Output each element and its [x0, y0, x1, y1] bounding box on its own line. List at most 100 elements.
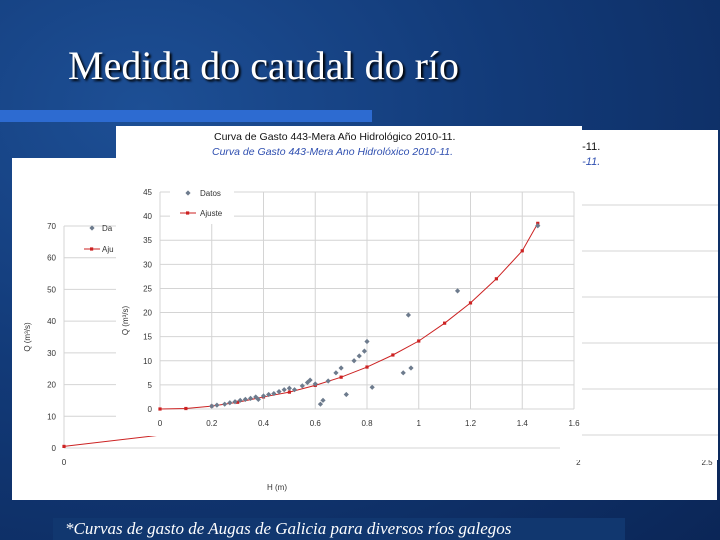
back-legend-marker-datos: [89, 225, 95, 231]
data-point: [343, 391, 349, 398]
data-point: [454, 288, 461, 294]
data-point: [351, 358, 357, 364]
data-point: [325, 378, 331, 384]
y-tick-label: 0: [148, 405, 153, 414]
data-point: [281, 387, 287, 393]
x-tick-label: 0.6: [310, 419, 322, 428]
third-chart-image: 0-11. 0-11.: [560, 130, 718, 460]
y-tick-label: 30: [143, 260, 152, 269]
data-point: [227, 400, 233, 406]
data-point: [333, 370, 339, 376]
legend-label-ajuste: Ajuste: [200, 209, 223, 218]
back-y-axis-label: Q (m³/s): [23, 322, 32, 352]
fit-point: [158, 407, 162, 411]
x-tick-label: 0.2: [206, 419, 218, 428]
legend-label-datos: Datos: [200, 189, 221, 198]
y-tick-label: 45: [143, 188, 152, 197]
back-y-tick-label: 10: [47, 412, 56, 421]
legend-box: [170, 184, 234, 224]
footnote: *Curvas de gasto de Augas de Galicia par…: [53, 518, 625, 540]
legend-marker-ajuste: [186, 211, 190, 215]
y-axis-label: Q (m³/s): [121, 306, 130, 336]
data-point: [369, 384, 375, 390]
x-tick-label: 1.2: [465, 419, 477, 428]
data-point: [307, 377, 313, 383]
data-point: [255, 396, 261, 402]
data-point: [408, 365, 414, 371]
fit-point: [339, 375, 343, 379]
data-point: [286, 385, 292, 391]
back-y-tick-label: 30: [47, 349, 56, 358]
back-legend-label-ajuste: Aju: [102, 245, 114, 254]
back-fit-point: [62, 444, 66, 449]
data-point: [312, 381, 318, 387]
fit-point: [494, 277, 498, 281]
x-tick-label: 1: [417, 419, 422, 428]
fit-point: [287, 390, 291, 394]
y-tick-label: 35: [143, 236, 152, 245]
back-y-tick-label: 60: [47, 254, 56, 263]
third-chart-subtitle: 0-11.: [576, 156, 600, 168]
third-chart-svg: 0-11. 0-11.: [560, 141, 718, 436]
back-y-tick-label: 40: [47, 317, 56, 326]
data-point: [320, 397, 326, 403]
back-y-tick-label: 0: [52, 444, 57, 453]
back-y-tick-label: 20: [47, 381, 56, 390]
fit-line: [159, 223, 539, 410]
chart-title: Curva de Gasto 443-Mera Año Hidrológico …: [214, 131, 455, 143]
data-point: [266, 391, 272, 398]
fit-point: [443, 321, 447, 325]
back-y-tick-label: 50: [47, 285, 56, 294]
data-point: [400, 370, 406, 376]
back-y-tick-label: 70: [47, 222, 56, 231]
data-point: [535, 223, 541, 229]
x-tick-label: 0: [158, 419, 163, 428]
y-tick-label: 10: [143, 357, 152, 366]
chart-subtitle: Curva de Gasto 443-Mera Ano Hidrolóxico …: [212, 146, 453, 158]
data-point: [364, 338, 370, 345]
data-point: [209, 403, 215, 409]
data-point: [361, 348, 368, 354]
front-chart-svg: Curva de Gasto 443-Mera Año Hidrológico …: [121, 131, 580, 428]
x-tick-label: 0.8: [361, 419, 373, 428]
fit-point: [236, 400, 240, 404]
data-point: [338, 365, 344, 371]
x-tick-label: 1.4: [517, 419, 529, 428]
data-point: [222, 401, 228, 407]
fit-point: [365, 365, 369, 369]
y-tick-label: 5: [148, 381, 153, 390]
back-x-tick-label: 0: [62, 458, 67, 467]
third-chart-title: 0-11.: [576, 141, 600, 153]
back-legend-marker-ajuste: [90, 247, 94, 251]
back-legend-label-datos: Da: [102, 224, 113, 233]
legend-marker-datos: [185, 190, 191, 196]
data-point: [260, 393, 267, 399]
back-x-tick-label: 2: [576, 458, 581, 467]
data-point: [247, 395, 254, 401]
data-point: [356, 353, 362, 359]
data-point: [237, 397, 243, 403]
y-tick-label: 20: [143, 309, 152, 318]
back-x-tick-label: 2.5: [701, 458, 713, 467]
fit-point: [520, 249, 524, 253]
x-tick-label: 0.4: [258, 419, 270, 428]
data-point: [304, 379, 311, 386]
x-tick-label: 1.6: [568, 419, 580, 428]
fit-point: [391, 353, 395, 357]
y-tick-label: 25: [143, 284, 152, 293]
data-point: [232, 399, 238, 405]
data-point: [242, 396, 248, 402]
data-point: [214, 402, 220, 408]
back-x-axis-label: H (m): [267, 483, 287, 492]
y-tick-label: 15: [143, 333, 152, 342]
data-point: [405, 312, 411, 318]
fit-point: [184, 406, 188, 411]
fit-point: [468, 301, 473, 305]
slide-title: Medida do caudal do río: [68, 43, 459, 88]
front-chart-image: Curva de Gasto 443-Mera Año Hidrológico …: [116, 126, 582, 436]
y-tick-label: 40: [143, 212, 152, 221]
title-underline: [0, 110, 372, 122]
data-point: [291, 387, 298, 393]
data-point: [317, 401, 324, 407]
fit-point: [417, 339, 421, 343]
